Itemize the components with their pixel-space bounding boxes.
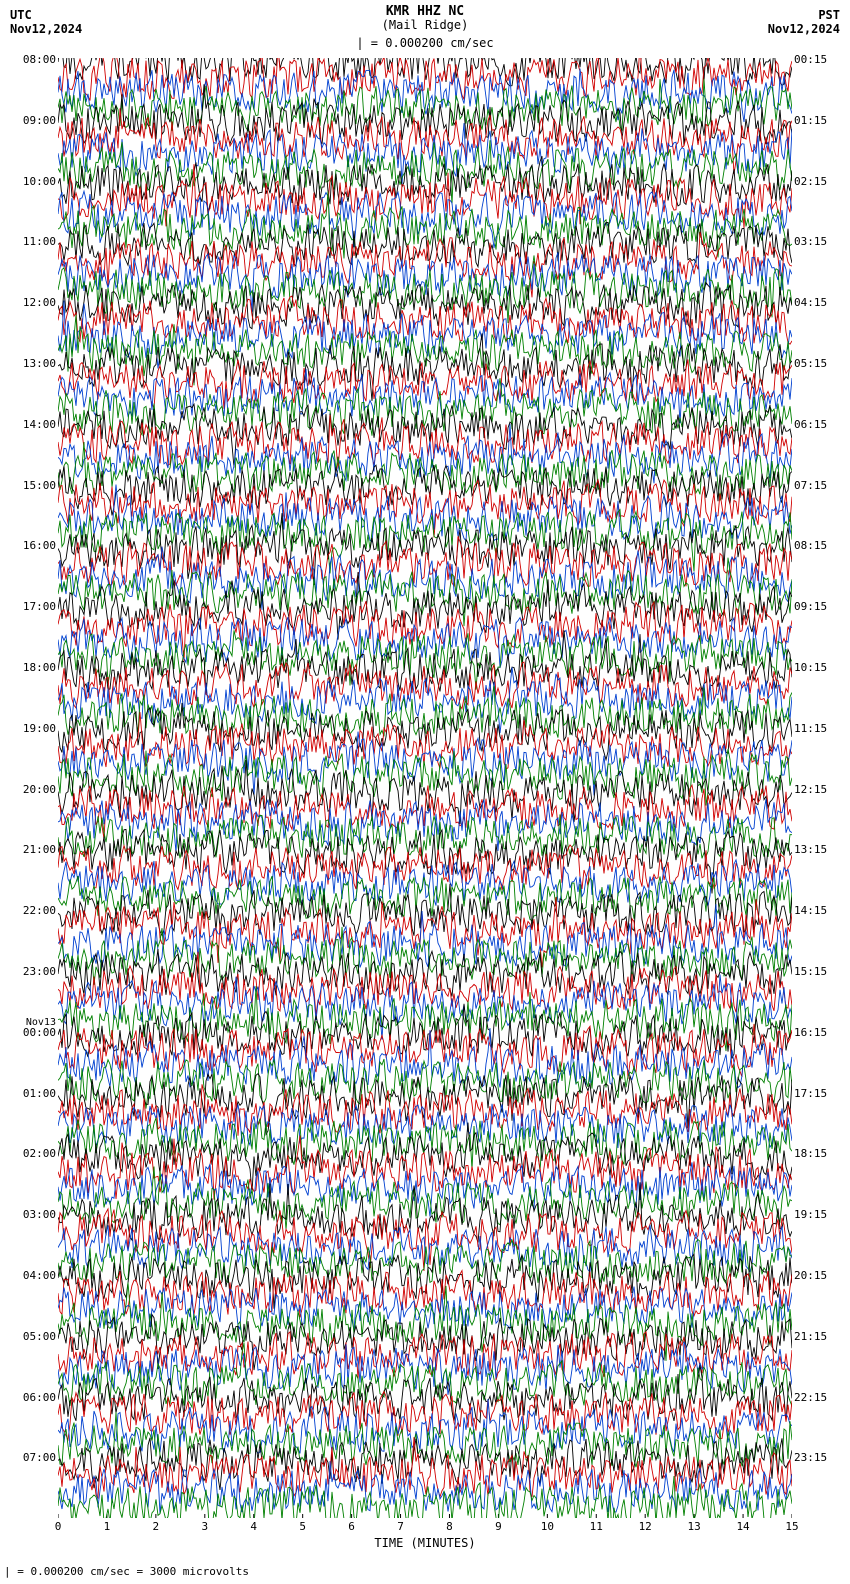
pst-hour-label: 08:15 bbox=[794, 539, 827, 552]
x-axis-label: TIME (MINUTES) bbox=[58, 1536, 792, 1550]
utc-hour-label: 10:00 bbox=[23, 175, 56, 188]
utc-hour-label: 18:00 bbox=[23, 661, 56, 674]
x-tick: 11 bbox=[590, 1520, 603, 1533]
utc-hour-label: 21:00 bbox=[23, 843, 56, 856]
x-tick: 2 bbox=[153, 1520, 160, 1533]
footer-scale: | = 0.000200 cm/sec = 3000 microvolts bbox=[4, 1565, 249, 1578]
pst-hour-label: 15:15 bbox=[794, 965, 827, 978]
utc-hour-label: 16:00 bbox=[23, 539, 56, 552]
pst-hour-label: 03:15 bbox=[794, 235, 827, 248]
pst-hour-label: 04:15 bbox=[794, 296, 827, 309]
utc-hour-label: 20:00 bbox=[23, 783, 56, 796]
pst-hour-label: 10:15 bbox=[794, 661, 827, 674]
seismic-trace bbox=[58, 84, 792, 146]
pst-hour-label: 07:15 bbox=[794, 479, 827, 492]
pst-hour-label: 20:15 bbox=[794, 1269, 827, 1282]
x-tick: 6 bbox=[348, 1520, 355, 1533]
utc-hour-label: 23:00 bbox=[23, 965, 56, 978]
utc-hour-label: 01:00 bbox=[23, 1087, 56, 1100]
helicorder-container: UTC Nov12,2024 PST Nov12,2024 KMR HHZ NC… bbox=[0, 0, 850, 1584]
x-tick: 13 bbox=[688, 1520, 701, 1533]
x-tick: 14 bbox=[736, 1520, 749, 1533]
utc-hour-label: 22:00 bbox=[23, 904, 56, 917]
utc-hour-label: 15:00 bbox=[23, 479, 56, 492]
x-tick: 7 bbox=[397, 1520, 404, 1533]
x-tick: 12 bbox=[639, 1520, 652, 1533]
utc-hour-label: 19:00 bbox=[23, 722, 56, 735]
x-tick: 8 bbox=[446, 1520, 453, 1533]
x-tick: 3 bbox=[201, 1520, 208, 1533]
pst-hour-label: 22:15 bbox=[794, 1391, 827, 1404]
utc-hour-label: 04:00 bbox=[23, 1269, 56, 1282]
pst-hour-label: 13:15 bbox=[794, 843, 827, 856]
pst-hour-label: 14:15 bbox=[794, 904, 827, 917]
utc-hour-label: 17:00 bbox=[23, 600, 56, 613]
x-tick: 0 bbox=[55, 1520, 62, 1533]
utc-hour-label: 07:00 bbox=[23, 1451, 56, 1464]
pst-hour-label: 16:15 bbox=[794, 1026, 827, 1039]
seismic-trace bbox=[58, 404, 792, 467]
utc-hour-label: 02:00 bbox=[23, 1147, 56, 1160]
utc-hour-label: 00:00 bbox=[23, 1026, 56, 1039]
pst-hour-label: 12:15 bbox=[794, 783, 827, 796]
seismogram-plot bbox=[58, 58, 792, 1518]
x-tick: 5 bbox=[299, 1520, 306, 1533]
utc-hour-label: 09:00 bbox=[23, 114, 56, 127]
x-tick: 15 bbox=[785, 1520, 798, 1533]
utc-hour-label: 11:00 bbox=[23, 235, 56, 248]
pst-hour-label: 02:15 bbox=[794, 175, 827, 188]
utc-hour-label: 08:00 bbox=[23, 53, 56, 66]
pst-hour-label: 06:15 bbox=[794, 418, 827, 431]
station-location: (Mail Ridge) bbox=[0, 18, 850, 32]
pst-hour-label: 01:15 bbox=[794, 114, 827, 127]
x-tick: 4 bbox=[250, 1520, 257, 1533]
pst-hour-label: 05:15 bbox=[794, 357, 827, 370]
pst-hour-label: 21:15 bbox=[794, 1330, 827, 1343]
station-title: KMR HHZ NC bbox=[0, 4, 850, 19]
pst-hour-label: 19:15 bbox=[794, 1208, 827, 1221]
utc-hour-label: 03:00 bbox=[23, 1208, 56, 1221]
scale-header: | = 0.000200 cm/sec bbox=[0, 36, 850, 50]
x-tick: 10 bbox=[541, 1520, 554, 1533]
pst-hour-label: 18:15 bbox=[794, 1147, 827, 1160]
x-tick: 1 bbox=[104, 1520, 111, 1533]
utc-hour-label: 06:00 bbox=[23, 1391, 56, 1404]
pst-hour-label: 17:15 bbox=[794, 1087, 827, 1100]
utc-hour-label: 13:00 bbox=[23, 357, 56, 370]
utc-hour-label: 05:00 bbox=[23, 1330, 56, 1343]
pst-hour-label: 09:15 bbox=[794, 600, 827, 613]
pst-hour-label: 00:15 bbox=[794, 53, 827, 66]
pst-hour-label: 23:15 bbox=[794, 1451, 827, 1464]
utc-hour-label: 14:00 bbox=[23, 418, 56, 431]
x-tick: 9 bbox=[495, 1520, 502, 1533]
pst-hour-label: 11:15 bbox=[794, 722, 827, 735]
seismic-trace bbox=[58, 140, 792, 204]
utc-hour-label: 12:00 bbox=[23, 296, 56, 309]
